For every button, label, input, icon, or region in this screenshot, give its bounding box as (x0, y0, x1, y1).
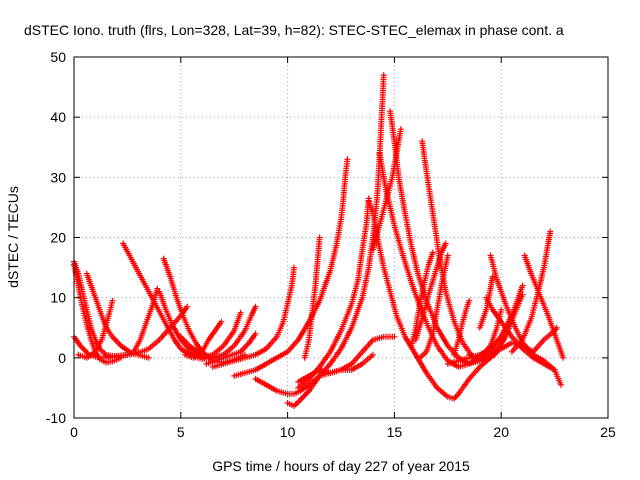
y-tick-label: 10 (50, 290, 66, 306)
series-markers (156, 288, 244, 361)
series-arc32 (466, 324, 560, 361)
series-arc34 (521, 252, 567, 361)
series-markers (521, 252, 567, 361)
series-arc22 (370, 126, 404, 253)
series-markers (182, 318, 225, 361)
x-tick-label: 25 (600, 424, 616, 440)
y-tick-label: 20 (50, 230, 66, 246)
x-tick-label: 10 (280, 424, 296, 440)
series-markers (466, 324, 560, 361)
series-arc24 (412, 240, 449, 343)
plot-frame (73, 56, 609, 419)
series-arc27 (451, 297, 473, 358)
chart-title: dSTEC Iono. truth (flrs, Lon=328, Lat=39… (24, 22, 564, 38)
series-arc14 (203, 330, 259, 367)
series-markers (412, 240, 449, 343)
series-arc33 (508, 228, 554, 355)
x-tick-label: 20 (493, 424, 509, 440)
y-tick-label: 0 (58, 350, 66, 366)
series-arc18 (301, 234, 323, 361)
y-tick-label: 30 (50, 169, 66, 185)
series-arc31 (476, 273, 496, 331)
series-markers (209, 264, 297, 370)
series-markers (203, 330, 259, 367)
series-arc35 (295, 351, 376, 385)
series-markers (295, 351, 376, 385)
y-axis-label: dSTEC / TECUs (5, 186, 21, 288)
grid-lines (74, 57, 608, 418)
series-markers (476, 273, 496, 331)
data-series (71, 72, 567, 409)
series-arc9 (156, 288, 244, 361)
series-markers (417, 252, 451, 361)
series-arc11 (182, 318, 225, 361)
series-arc25 (408, 249, 436, 349)
x-tick-label: 0 (70, 424, 78, 440)
series-markers (75, 297, 116, 361)
x-tick-label: 5 (177, 424, 185, 440)
series-arc26 (417, 252, 451, 361)
series-markers (508, 228, 554, 355)
y-tick-label: 40 (50, 109, 66, 125)
series-markers (301, 234, 323, 361)
y-tick-label: -10 (46, 410, 66, 426)
y-tick-label: 50 (50, 49, 66, 65)
series-arc13 (231, 156, 351, 379)
series-markers (231, 156, 351, 379)
series-markers (451, 297, 473, 358)
x-tick-label: 15 (387, 424, 403, 440)
series-arc5 (75, 297, 116, 361)
series-arc12 (209, 264, 297, 370)
series-markers (408, 249, 436, 349)
x-axis-label: GPS time / hours of day 227 of year 2015 (212, 458, 470, 474)
series-markers (370, 126, 404, 253)
